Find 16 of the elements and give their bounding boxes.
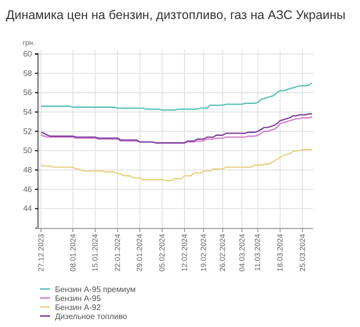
line-series: [40, 82, 313, 111]
y-tick-label: 48: [23, 166, 33, 175]
legend-label: Бензин А-95: [55, 294, 102, 303]
y-tick-label: 50: [23, 146, 33, 156]
line-series: [40, 149, 313, 182]
legend-label: Дизельное топливо: [55, 312, 128, 321]
y-tick-label: 58: [23, 68, 33, 78]
y-tick-label: 54: [23, 108, 33, 117]
legend-label: Бензин А-95 премиум: [55, 284, 136, 294]
y-tick-label: 60: [23, 50, 33, 59]
y-tick-label: 46: [23, 184, 33, 194]
y-tick-label: 52: [23, 126, 33, 136]
y-tick-label: 56: [23, 88, 33, 98]
y-tick-label: 44: [23, 204, 33, 214]
legend-label: Бензин А-92: [55, 302, 102, 312]
chart-title: Динамика цен на бензин, дизтопливо, газ на АЗС Украины: [6, 8, 346, 22]
